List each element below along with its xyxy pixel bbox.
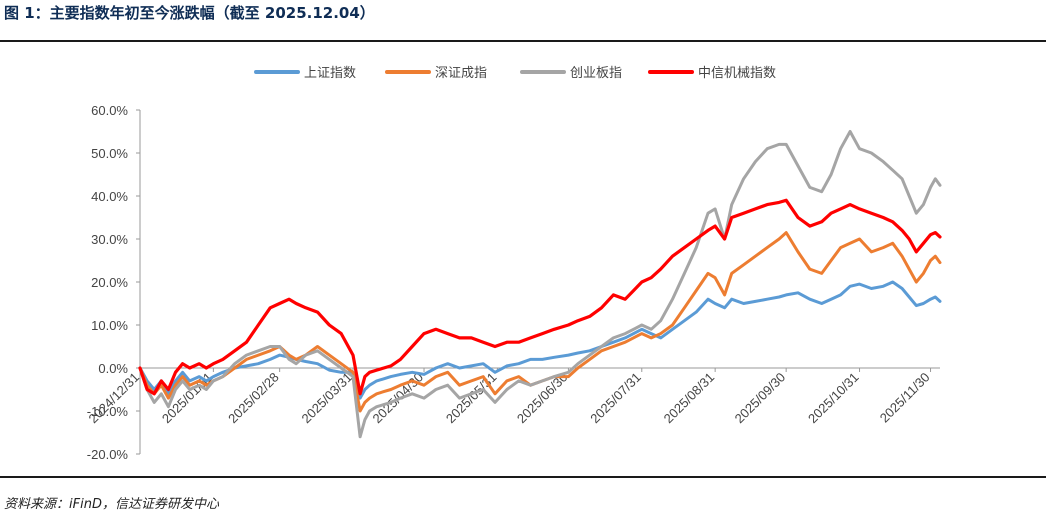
- axes: 60.0% 50.0% 40.0% 30.0% 20.0% 10.0% 0.0% -10.0%…: [85, 103, 940, 462]
- x-tick-label: 2025/03/31: [299, 370, 356, 427]
- y-tick-label: -20.0%: [87, 447, 129, 462]
- legend-label-2: 深证成指: [435, 66, 487, 81]
- series-line-2: [138, 231, 942, 413]
- series-line-3: [138, 130, 942, 439]
- series-lines: [138, 130, 942, 439]
- y-tick-label: 20.0%: [91, 275, 128, 290]
- figure-title: 图 1：主要指数年初至今涨跌幅（截至 2025.12.04）: [4, 4, 375, 22]
- x-tick-label: 2025/10/31: [805, 370, 862, 427]
- x-tick-label: 2025/02/28: [225, 370, 282, 427]
- legend: 上证指数 深证成指 创业板指 中信机械指数: [254, 66, 776, 81]
- legend-label-4: 中信机械指数: [698, 66, 776, 81]
- y-tick-label: 50.0%: [91, 146, 128, 161]
- y-tick-label: 30.0%: [91, 232, 128, 247]
- y-tick-label: -10.0%: [87, 404, 129, 419]
- legend-label-3: 创业板指: [570, 66, 622, 81]
- y-tick-label: 0.0%: [98, 361, 128, 376]
- series-line-1: [138, 280, 942, 400]
- source-note: 资料来源：iFinD，信达证券研发中心: [4, 497, 219, 512]
- legend-label-1: 上证指数: [304, 66, 356, 81]
- x-tick-label: 2025/09/30: [732, 370, 789, 427]
- series-line-4: [138, 198, 942, 396]
- x-tick-label: 2025/08/31: [661, 370, 718, 427]
- y-tick-label: 60.0%: [91, 103, 128, 118]
- y-tick-label: 10.0%: [91, 318, 128, 333]
- y-tick-label: 40.0%: [91, 189, 128, 204]
- x-tick-label: 2025/11/30: [877, 370, 933, 426]
- top-rule: [0, 40, 1046, 42]
- x-tick-label: 2025/07/31: [587, 370, 644, 427]
- bottom-rule: [0, 476, 1046, 478]
